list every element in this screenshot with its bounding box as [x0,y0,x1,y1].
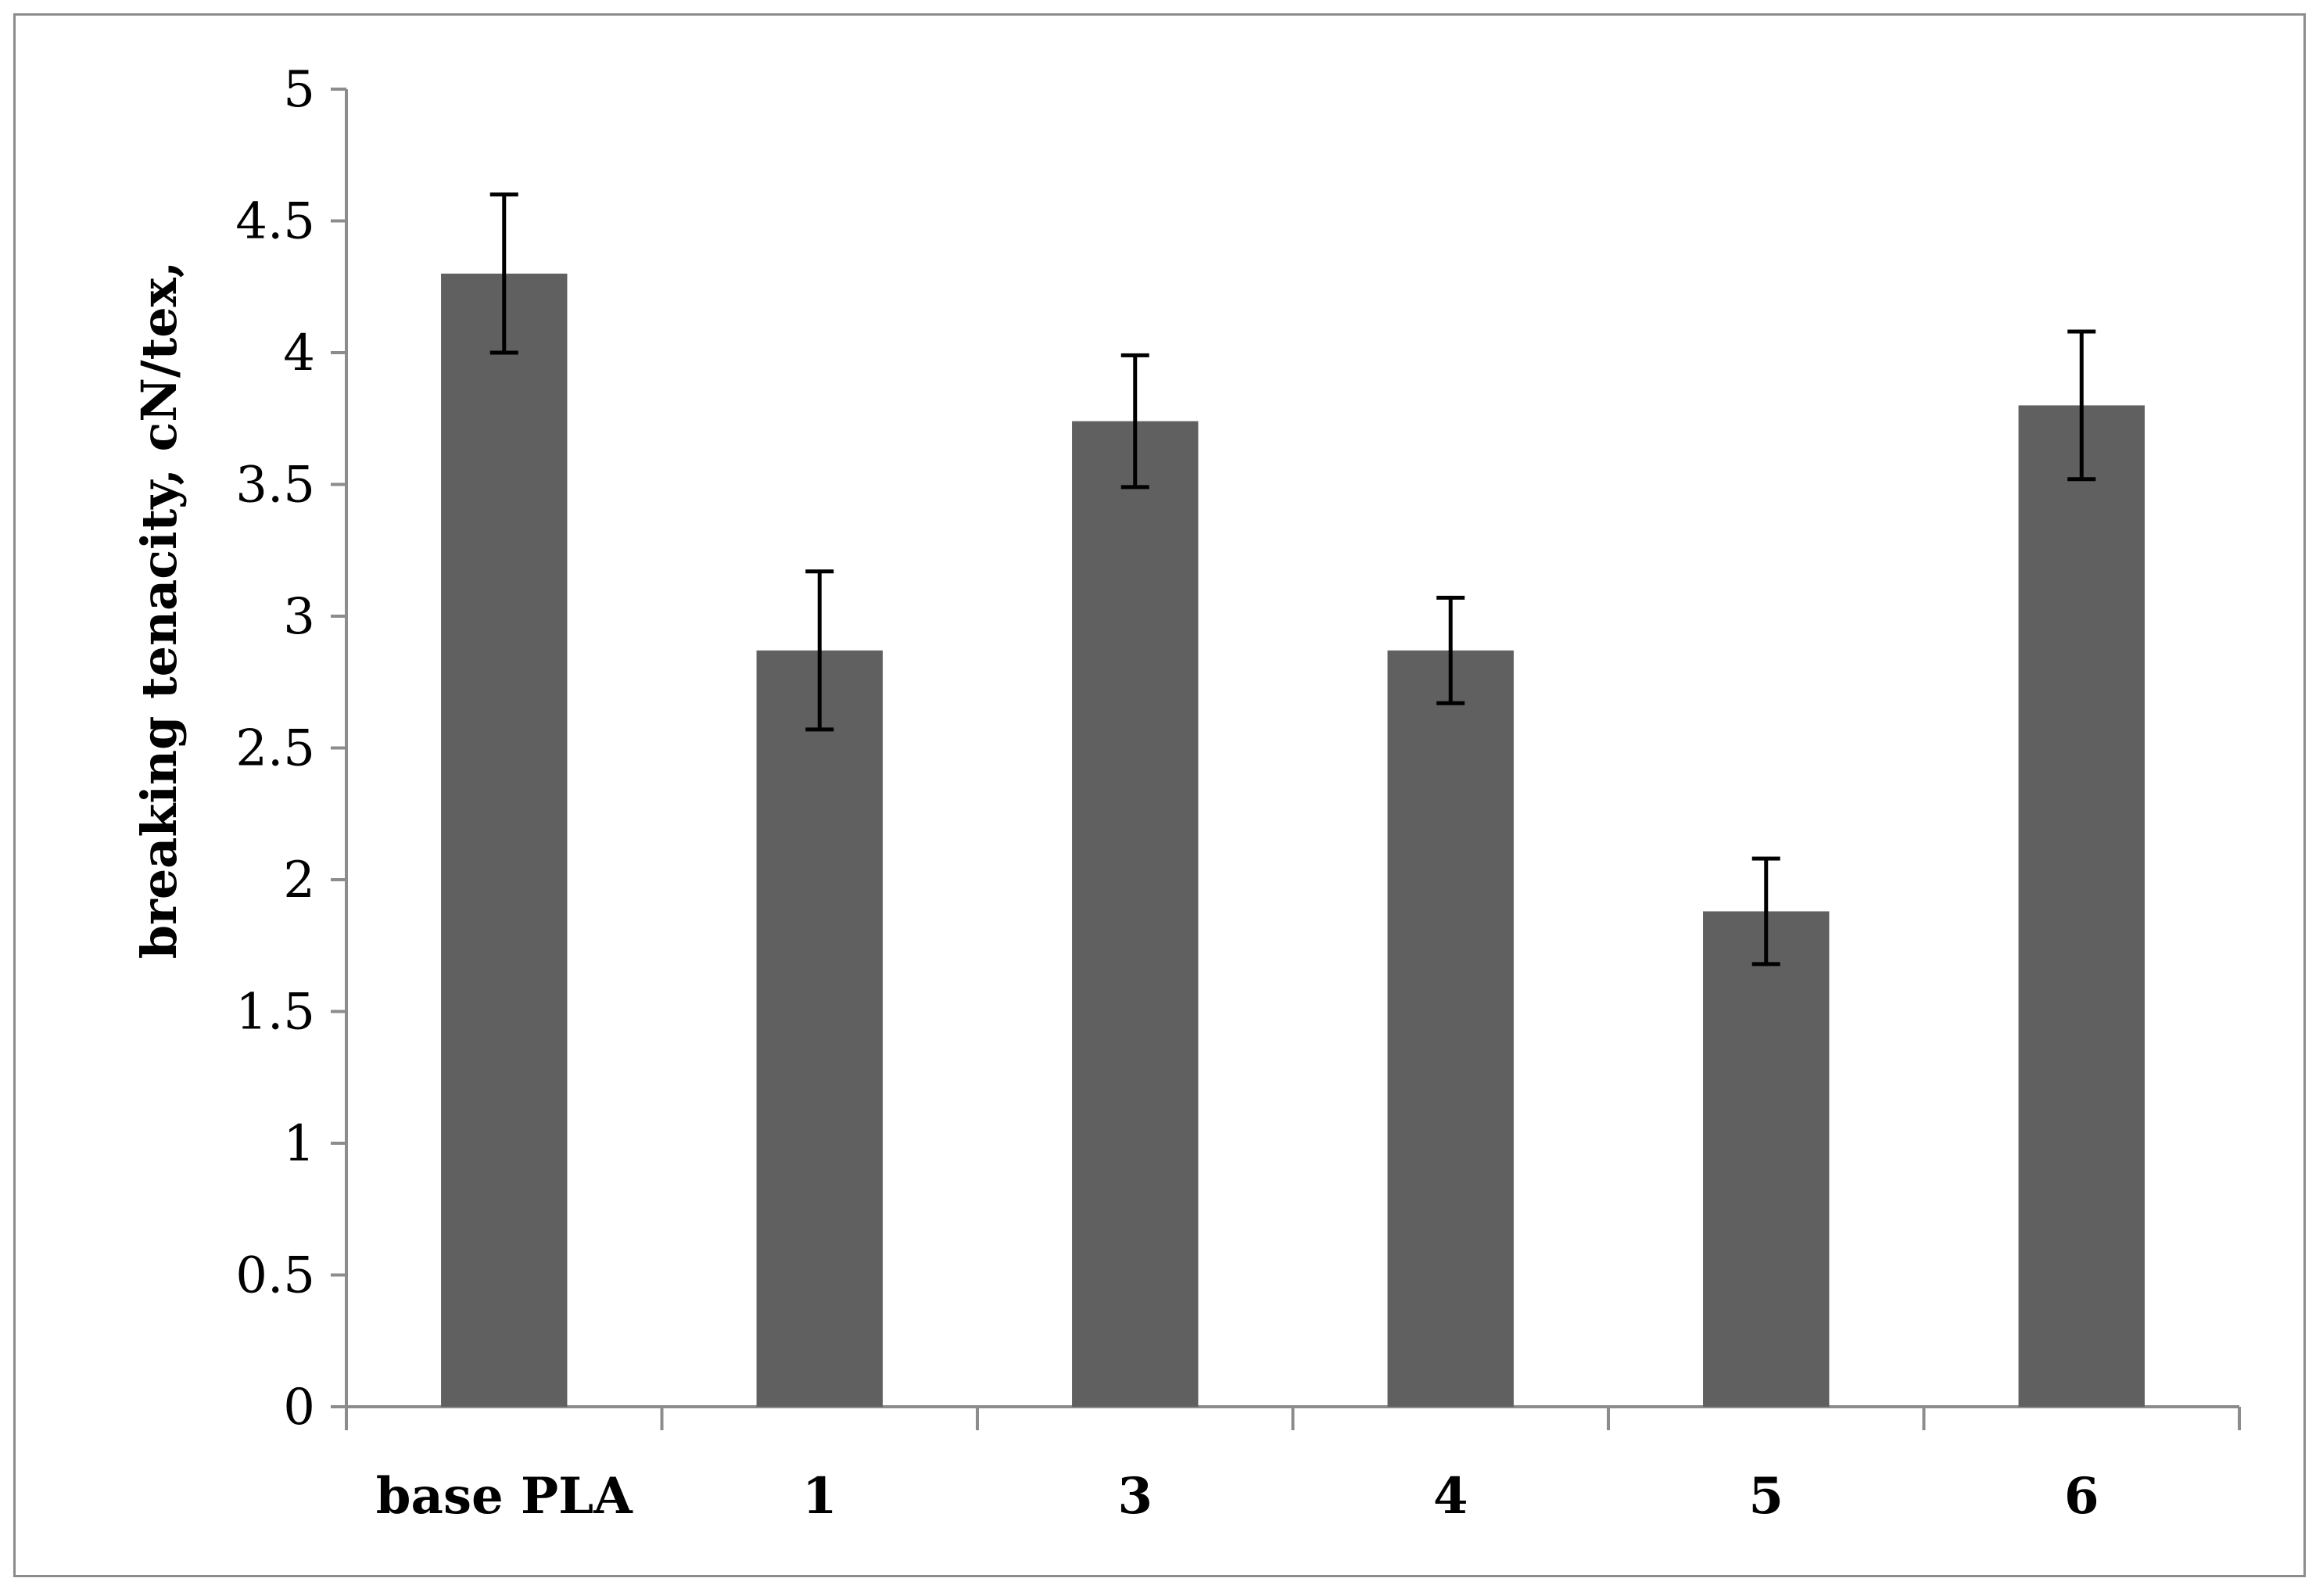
y-tick-label: 3 [283,588,315,646]
y-axis-title: breaking tenacity, cN/tex, [131,261,188,959]
x-category-label: 1 [802,1467,837,1526]
y-tick-label: 3.5 [235,457,315,515]
bar-chart: breaking tenacity, cN/tex, 0 0.5 1 1.5 2 2.5 3… [131,61,2241,1526]
bar [441,273,568,1407]
y-axis: 0 0.5 1 1.5 2 2.5 3 3.5 4 4.5 5 [235,61,348,1436]
bar [1072,421,1199,1407]
x-category-label: 3 [1117,1467,1153,1526]
x-category-label: 5 [1748,1467,1783,1526]
y-tick-label: 0.5 [235,1247,315,1305]
bar [1387,650,1514,1407]
x-category-label: base PLA [376,1467,633,1526]
y-tick-label: 0 [283,1379,315,1436]
bar [1703,911,1830,1407]
bar [756,650,883,1407]
y-tick-label: 5 [283,61,315,119]
x-category-label: 6 [2064,1467,2099,1526]
y-tick-label: 1 [283,1115,315,1173]
y-tick-label: 2 [283,852,315,909]
x-axis [345,1405,2241,1430]
y-axis-title-group: breaking tenacity, cN/tex, [131,261,188,959]
bars [441,273,2145,1407]
y-tick-label: 1.5 [235,984,315,1042]
error-bars [489,192,2096,967]
x-category-label: 4 [1433,1467,1468,1526]
x-labels: base PLA 1 3 4 5 6 [376,1467,2099,1526]
y-tick-label: 4 [283,325,315,382]
chart-frame: breaking tenacity, cN/tex, 0 0.5 1 1.5 2 2.5 3… [13,13,2306,1577]
y-tick-label: 2.5 [235,720,315,778]
bar [2018,405,2145,1407]
y-tick-label: 4.5 [235,193,315,251]
